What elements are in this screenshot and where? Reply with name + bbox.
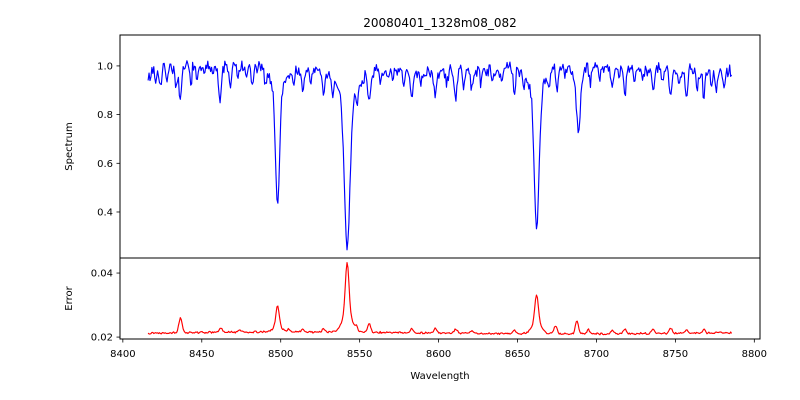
error-y-axis-label: Error [64,285,75,310]
x-tick-label: 8450 [189,349,214,360]
x-tick-label: 8600 [426,349,451,360]
x-tick-label: 8500 [268,349,293,360]
spectrum-y-axis-label: Spectrum [64,122,75,170]
x-tick-label: 8650 [505,349,530,360]
error-axes-spine [119,257,761,340]
figure-title: 20080401_1328m08_082 [363,16,516,30]
spectrum-line [147,60,733,251]
y-tick-label: 0.04 [91,269,113,280]
y-tick-label: 0.8 [97,110,113,121]
generated-plot-content: 1.0 0.8 0.6 0.4 0.04 0.02 8400 8450 8500 8550 8600… [91,60,767,360]
x-tick-label: 8750 [663,349,688,360]
y-tick-label: 0.6 [97,159,113,170]
x-axis-label: Wavelength [410,371,469,382]
x-tick-label: 8700 [584,349,609,360]
error-line [147,262,733,336]
x-tick-label: 8550 [347,349,372,360]
x-tick-label: 8800 [742,349,767,360]
x-tick-label: 8400 [110,349,135,360]
y-tick-label: 1.0 [97,61,113,72]
y-tick-label: 0.4 [97,207,113,218]
y-tick-label: 0.02 [91,333,113,344]
